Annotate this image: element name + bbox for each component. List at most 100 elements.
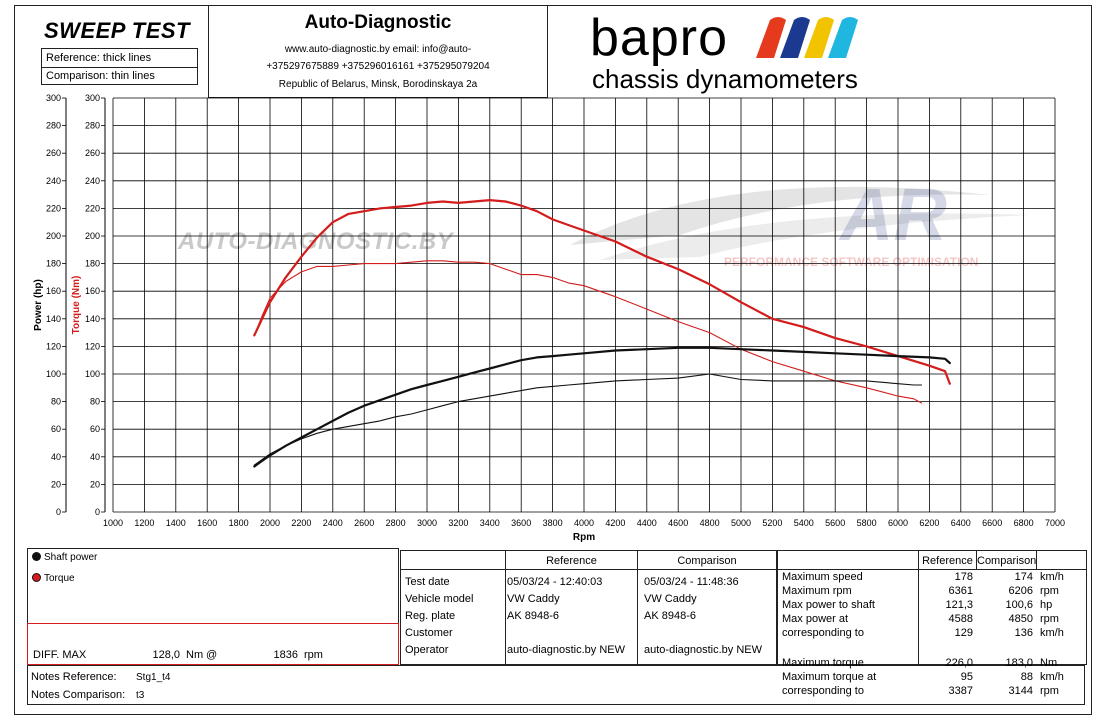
y-tick-label-torque: 20 <box>90 479 100 489</box>
diff-max-rpm-unit: rpm <box>304 649 323 661</box>
company-address: Republic of Belarus, Minsk, Borodinskaya… <box>278 79 478 90</box>
x-tick-label: 3000 <box>417 518 437 528</box>
info-row-reference: 05/03/24 - 12:40:03 <box>507 576 603 588</box>
x-tick-label: 1800 <box>229 518 249 528</box>
y-tick-label-power: 40 <box>51 452 61 462</box>
y-tick-label-power: 140 <box>46 314 61 324</box>
y-tick-label-torque: 0 <box>95 507 100 517</box>
sweep-test-title: SWEEP TEST <box>44 18 190 43</box>
results-col-reference: Reference <box>922 555 973 567</box>
y-tick-label-power: 180 <box>46 259 61 269</box>
diff-max-rpm: 1836 <box>273 649 298 661</box>
y-tick-label-power: 0 <box>56 507 61 517</box>
dyno-chart: 1000 1200 1400 1600 1800 2000 2200 2400 2600 2800… <box>33 93 1065 543</box>
results-row-comparison: 136 <box>1014 627 1033 639</box>
results-row-unit: km/h <box>1040 671 1064 683</box>
legend-item-torque: Torque <box>32 573 75 584</box>
torque-comparison-line <box>253 260 923 404</box>
results-row-unit: Nm <box>1040 657 1058 669</box>
y-axis-label-torque: Torque (Nm) <box>71 276 82 335</box>
y-tick-label-torque: 240 <box>85 176 100 186</box>
company-contact-web: www.auto-diagnostic.by email: info@auto- <box>284 44 472 55</box>
x-tick-label: 1200 <box>134 518 154 528</box>
comparison-line-label: Comparison: thin lines <box>46 70 155 82</box>
results-row-comparison: 183,0 <box>1005 657 1033 669</box>
y-tick-label-torque: 160 <box>85 286 100 296</box>
results-row-label: corresponding to <box>782 627 864 639</box>
line-style-legend: Reference: thick lines Comparison: thin … <box>41 48 198 85</box>
results-row-unit: hp <box>1040 599 1053 611</box>
y-tick-label-torque: 60 <box>90 424 100 434</box>
torque-legend-dot-icon <box>32 573 41 582</box>
reference-line-label: Reference: thick lines <box>46 52 152 64</box>
notes-comparison-value: t3 <box>136 690 145 701</box>
y-tick-label-torque: 40 <box>90 452 100 462</box>
legend-label-shaft-power: Shaft power <box>44 552 98 563</box>
chart-series <box>253 199 951 468</box>
x-tick-label: 5800 <box>857 518 877 528</box>
results-row-comparison: 6206 <box>1008 585 1033 597</box>
notes-reference-label: Notes Reference: <box>31 671 117 683</box>
notes-comparison-label: Notes Comparison: <box>31 689 126 701</box>
y-tick-label-power: 260 <box>46 148 61 158</box>
y-tick-label-torque: 140 <box>85 314 100 324</box>
chart-axes: 1000 1200 1400 1600 1800 2000 2200 2400 2600 2800… <box>46 93 1065 528</box>
y-tick-label-torque: 120 <box>85 341 100 351</box>
y-tick-label-torque: 280 <box>85 121 100 131</box>
x-tick-label: 2800 <box>386 518 406 528</box>
test-info-table: Reference Comparison Test date 05/03/24 -… <box>400 550 777 665</box>
x-tick-label: 4800 <box>700 518 720 528</box>
results-row-reference: 95 <box>960 671 973 683</box>
y-tick-label-power: 240 <box>46 176 61 186</box>
info-row-reference: AK 8948-6 <box>507 610 559 622</box>
x-tick-label: 6800 <box>1014 518 1034 528</box>
results-row-label: Maximum torque <box>782 657 864 669</box>
x-tick-label: 5400 <box>794 518 814 528</box>
info-row-comparison: VW Caddy <box>644 593 697 605</box>
auto-diagnostic-watermark: AUTO-DIAGNOSTIC.BY <box>178 228 454 255</box>
info-row-label: Test date <box>405 576 450 588</box>
power-reference-line <box>253 346 951 468</box>
results-row-label: Max power to shaft <box>782 599 875 611</box>
results-row-comparison: 3144 <box>1008 685 1033 697</box>
diff-max-at: @ <box>206 649 218 661</box>
x-tick-label: 1400 <box>166 518 186 528</box>
results-row-reference: 3387 <box>948 685 973 697</box>
x-tick-label: 3800 <box>543 518 563 528</box>
info-row-label: Reg. plate <box>405 610 456 622</box>
x-tick-label: 4400 <box>637 518 657 528</box>
y-tick-label-power: 200 <box>46 231 61 241</box>
x-tick-label: 7000 <box>1045 518 1065 528</box>
results-row-reference: 178 <box>954 571 973 583</box>
results-row-label: Maximum rpm <box>782 585 852 597</box>
y-tick-label-power: 20 <box>51 479 61 489</box>
y-tick-label-torque: 180 <box>85 259 100 269</box>
y-tick-label-torque: 220 <box>85 203 100 213</box>
y-tick-label-power: 60 <box>51 424 61 434</box>
y-tick-label-power: 100 <box>46 369 61 379</box>
x-tick-label: 6000 <box>888 518 908 528</box>
results-row-label: Maximum torque at <box>782 671 877 683</box>
y-axis-label-power: Power (hp) <box>33 279 44 331</box>
bapro-logo: bapro chassis dynamometers <box>590 8 880 96</box>
notes-box: Notes Reference: Stg1_t4 Notes Compariso… <box>27 665 1085 705</box>
diff-max-unit: Nm <box>186 649 204 661</box>
chart-grid <box>112 97 1056 513</box>
legend-label-torque: Torque <box>44 573 75 584</box>
x-tick-label: 2400 <box>323 518 343 528</box>
x-tick-label: 5600 <box>825 518 845 528</box>
legend-item-shaft-power: Shaft power <box>32 552 97 563</box>
power-comparison-line <box>253 373 923 466</box>
info-row-reference: VW Caddy <box>507 593 560 605</box>
x-tick-label: 2000 <box>260 518 280 528</box>
y-tick-label-power: 80 <box>51 397 61 407</box>
info-row-label: Customer <box>405 627 453 639</box>
results-row-reference: 226,0 <box>945 657 973 669</box>
x-tick-label: 1000 <box>103 518 123 528</box>
x-tick-label: 4600 <box>668 518 688 528</box>
x-tick-label: 5200 <box>762 518 782 528</box>
y-tick-label-power: 160 <box>46 286 61 296</box>
diff-max-value: 128,0 <box>152 649 180 661</box>
y-tick-label-torque: 300 <box>85 93 100 103</box>
company-contact-phones: +375297675889 +375296016161 +37529507920… <box>266 61 490 72</box>
